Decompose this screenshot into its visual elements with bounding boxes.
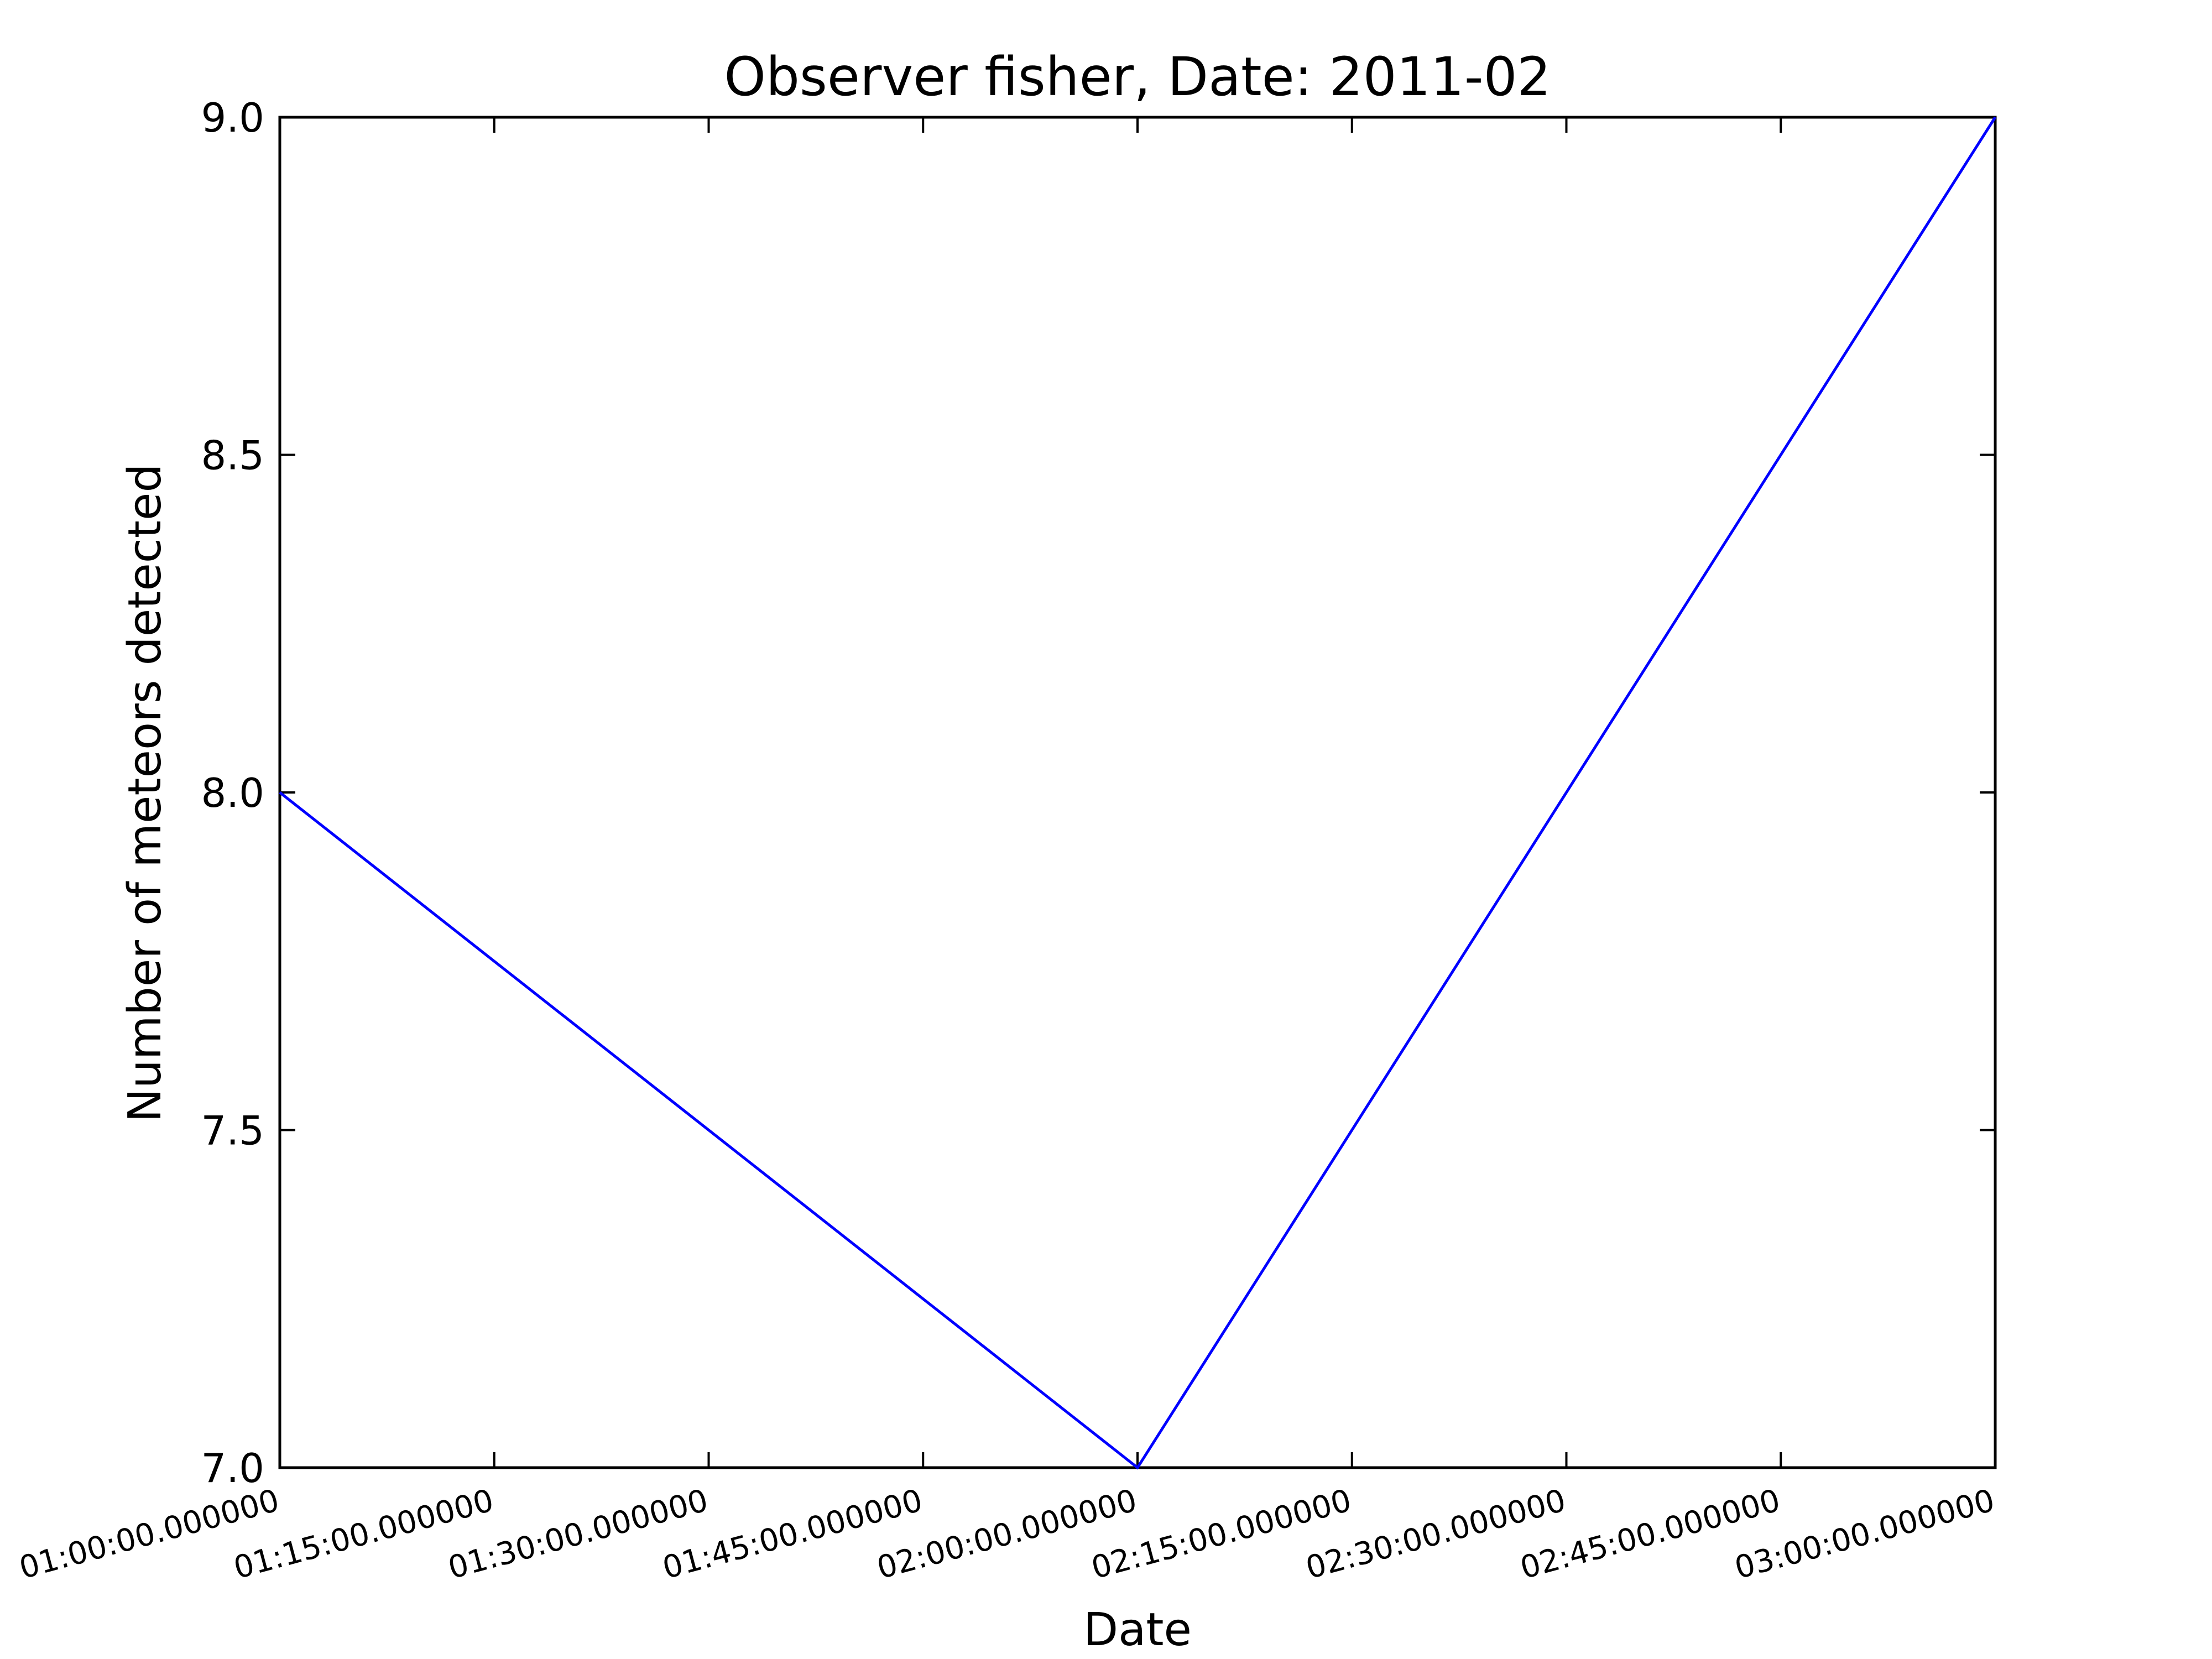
plot-frame bbox=[278, 116, 1997, 1469]
y-axis-label: Number of meteors detected bbox=[119, 463, 171, 1122]
data-point bbox=[1995, 117, 1996, 118]
plot-area bbox=[278, 116, 1997, 1469]
series-layer bbox=[279, 116, 1997, 1470]
y-tick-label: 8.5 bbox=[201, 432, 264, 479]
x-axis-label: Date bbox=[1083, 1604, 1192, 1656]
y-tick-label: 8.0 bbox=[201, 770, 264, 816]
y-tick-label: 7.5 bbox=[201, 1108, 264, 1154]
chart-title: Observer fisher, Date: 2011-02 bbox=[724, 46, 1551, 108]
y-tick-label: 7.0 bbox=[201, 1445, 264, 1491]
y-tick-label: 9.0 bbox=[201, 95, 264, 141]
y-axis: 7.0 7.5 8.0 8.5 9.0 bbox=[201, 95, 1995, 1491]
